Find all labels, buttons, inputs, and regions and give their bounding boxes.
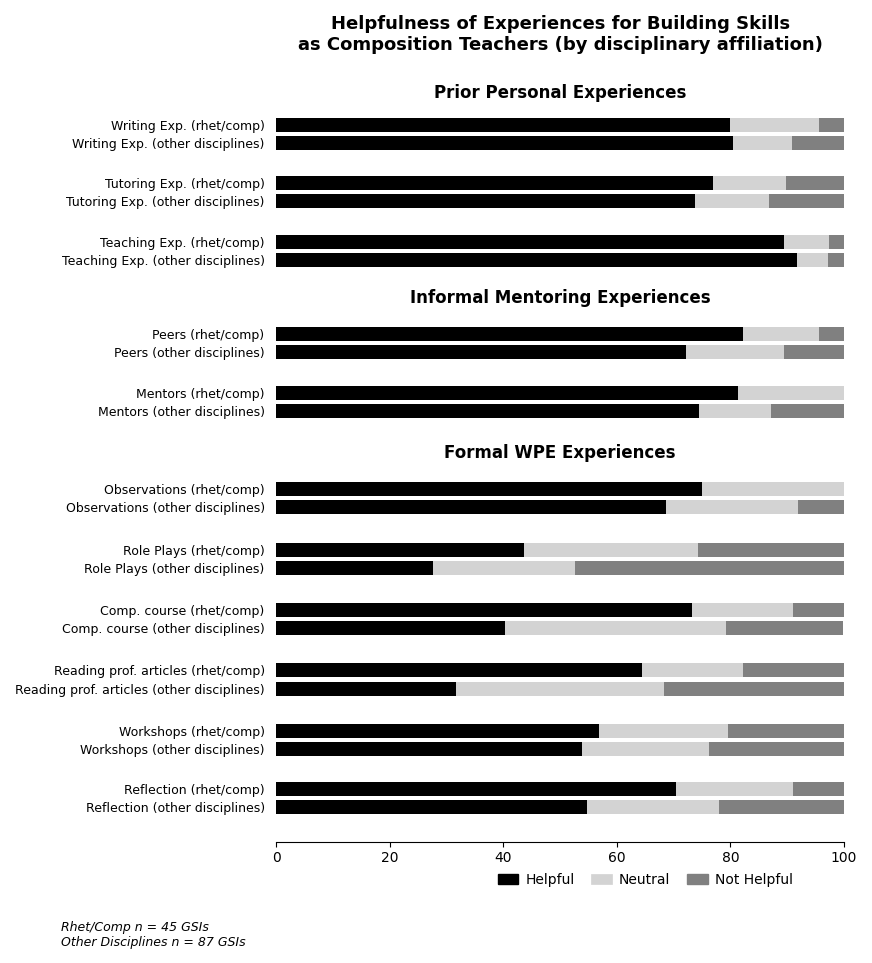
Bar — [819, 117, 844, 132]
Bar — [769, 195, 844, 208]
Bar — [719, 800, 844, 815]
Bar — [276, 560, 433, 575]
Bar — [276, 724, 599, 738]
Bar — [665, 501, 798, 514]
Bar — [731, 117, 819, 132]
Bar — [276, 542, 524, 557]
Bar — [276, 252, 797, 267]
Bar — [664, 682, 844, 695]
Bar — [713, 176, 786, 191]
Title: Helpfulness of Experiences for Building Skills
as Composition Teachers (by disci: Helpfulness of Experiences for Building … — [297, 15, 822, 54]
Text: Prior Personal Experiences: Prior Personal Experiences — [434, 84, 686, 102]
Bar — [733, 136, 792, 150]
Bar — [794, 603, 844, 617]
Bar — [524, 542, 698, 557]
Bar — [276, 136, 733, 150]
Bar — [709, 742, 844, 756]
Bar — [692, 603, 794, 617]
Text: Informal Mentoring Experiences: Informal Mentoring Experiences — [410, 289, 711, 307]
Bar — [726, 621, 843, 636]
Legend: Helpful, Neutral, Not Helpful: Helpful, Neutral, Not Helpful — [492, 868, 799, 893]
Bar — [677, 782, 793, 796]
Bar — [276, 603, 692, 617]
Bar — [702, 482, 844, 496]
Bar — [793, 782, 844, 796]
Bar — [276, 742, 582, 756]
Bar — [685, 346, 784, 359]
Bar — [786, 176, 844, 191]
Bar — [276, 621, 505, 636]
Bar — [695, 195, 769, 208]
Bar — [784, 346, 844, 359]
Bar — [743, 327, 819, 341]
Bar — [575, 560, 844, 575]
Bar — [819, 327, 844, 341]
Bar — [698, 542, 844, 557]
Bar — [276, 403, 698, 418]
Bar — [797, 252, 828, 267]
Bar — [599, 724, 728, 738]
Bar — [276, 682, 456, 695]
Bar — [771, 403, 844, 418]
Text: Formal WPE Experiences: Formal WPE Experiences — [445, 444, 676, 462]
Bar — [728, 724, 844, 738]
Bar — [582, 742, 709, 756]
Bar — [276, 235, 784, 248]
Bar — [828, 235, 844, 248]
Bar — [587, 800, 719, 815]
Bar — [276, 800, 587, 815]
Bar — [784, 235, 828, 248]
Bar — [739, 385, 844, 400]
Bar — [828, 252, 844, 267]
Bar — [505, 621, 726, 636]
Bar — [792, 136, 844, 150]
Bar — [276, 782, 677, 796]
Bar — [276, 482, 702, 496]
Text: Rhet/Comp n = 45 GSIs
Other Disciplines n = 87 GSIs: Rhet/Comp n = 45 GSIs Other Disciplines … — [61, 921, 246, 949]
Bar — [276, 346, 685, 359]
Bar — [743, 664, 844, 678]
Bar — [276, 176, 713, 191]
Bar — [456, 682, 664, 695]
Bar — [642, 664, 743, 678]
Bar — [276, 195, 695, 208]
Bar — [276, 327, 743, 341]
Bar — [798, 501, 844, 514]
Bar — [433, 560, 575, 575]
Bar — [276, 117, 731, 132]
Bar — [276, 385, 739, 400]
Bar — [276, 501, 665, 514]
Bar — [276, 664, 642, 678]
Bar — [698, 403, 771, 418]
